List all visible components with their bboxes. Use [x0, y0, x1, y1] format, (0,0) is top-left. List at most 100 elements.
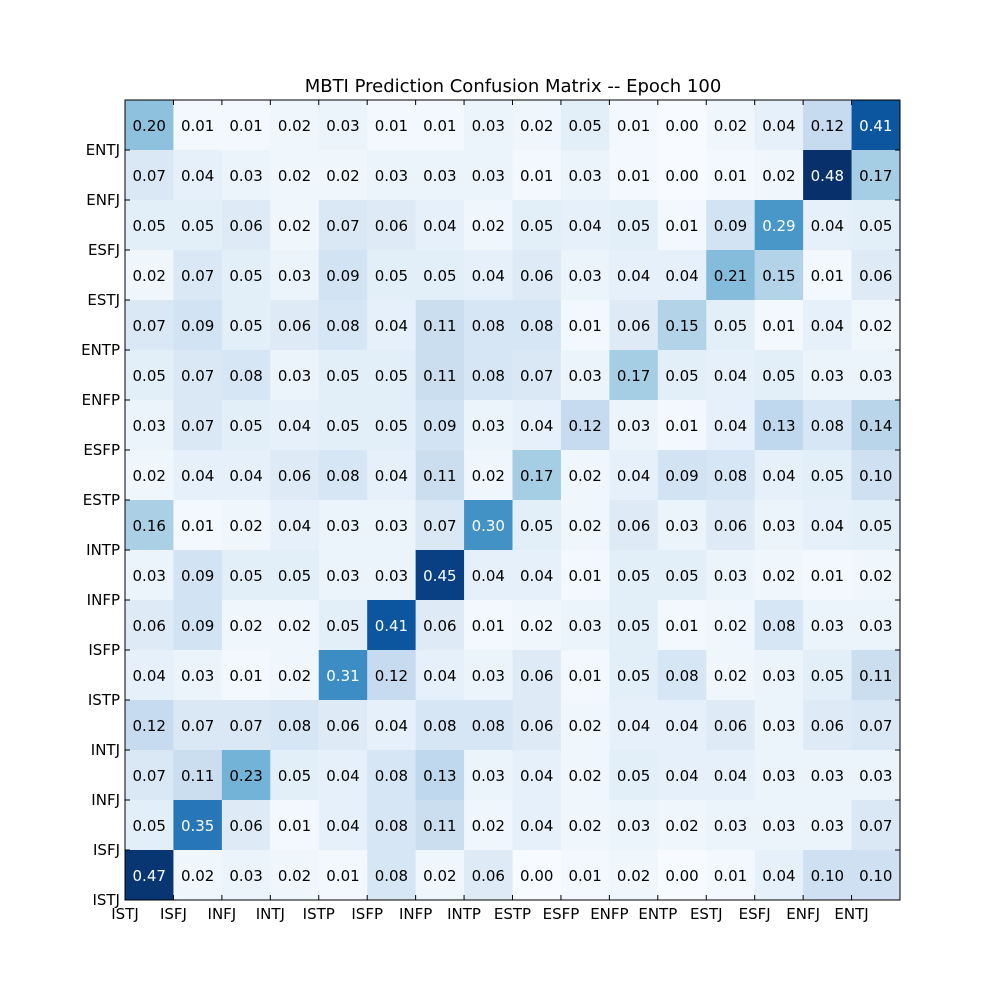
- cell-value-label: 0.09: [326, 267, 359, 285]
- heatmap-cell: [464, 600, 513, 651]
- cell-value-label: 0.05: [762, 367, 795, 385]
- heatmap-cell: [851, 800, 901, 851]
- heatmap-cell: [560, 550, 610, 601]
- heatmap-cell: [270, 450, 320, 501]
- x-tick-label: ISTP: [303, 905, 335, 923]
- cell-value-label: 0.08: [472, 367, 505, 385]
- heatmap-cell: [754, 750, 804, 801]
- cell-value-label: 0.04: [278, 517, 311, 535]
- cell-value-label: 0.04: [133, 667, 166, 685]
- cell-value-label: 0.03: [859, 367, 892, 385]
- heatmap-cell: [221, 250, 271, 301]
- heatmap-cell: [415, 250, 465, 301]
- heatmap-cell: [464, 850, 513, 901]
- cell-value-label: 0.04: [520, 417, 553, 435]
- cell-value-label: 0.03: [326, 117, 359, 135]
- cell-value-label: 0.03: [617, 417, 650, 435]
- heatmap-cell: [803, 650, 853, 701]
- heatmap-cell: [706, 350, 756, 401]
- heatmap-cell: [173, 400, 223, 451]
- cell-value-label: 0.11: [181, 767, 214, 785]
- cell-value-label: 0.45: [423, 567, 456, 585]
- heatmap-cell: [657, 500, 707, 551]
- cell-value-label: 0.08: [811, 417, 844, 435]
- cell-value-label: 0.03: [375, 517, 408, 535]
- cell-value-label: 0.13: [762, 417, 795, 435]
- cell-value-label: 0.02: [568, 767, 601, 785]
- heatmap-cell: [706, 300, 756, 351]
- cell-value-label: 0.01: [278, 817, 311, 835]
- heatmap-cell: [851, 200, 901, 251]
- cell-value-label: 0.02: [520, 617, 553, 635]
- cell-value-label: 0.05: [617, 617, 650, 635]
- cell-value-label: 0.35: [181, 817, 214, 835]
- cell-value-label: 0.04: [714, 417, 747, 435]
- cell-value-label: 0.04: [326, 767, 359, 785]
- heatmap-cell: [318, 850, 368, 901]
- heatmap-cell: [512, 700, 562, 751]
- heatmap-cell: [270, 250, 320, 301]
- heatmap-cell: [221, 700, 271, 751]
- cell-value-label: 0.48: [811, 167, 844, 185]
- heatmap-cell: [560, 200, 610, 251]
- cell-value-label: 0.01: [229, 117, 262, 135]
- x-tick-label: ESFJ: [739, 905, 771, 923]
- heatmap-cell: [415, 800, 465, 851]
- heatmap-cell: [803, 600, 853, 651]
- cell-value-label: 0.05: [617, 217, 650, 235]
- heatmap-cell: [464, 350, 513, 401]
- heatmap-cell: [415, 350, 465, 401]
- heatmap-cell: [173, 150, 223, 201]
- heatmap-cell: [657, 100, 707, 151]
- heatmap-cell: [221, 800, 271, 851]
- heatmap-cell: [657, 550, 707, 601]
- heatmap-cell: [125, 450, 174, 501]
- heatmap-cell: [706, 750, 756, 801]
- cell-value-label: 0.05: [859, 517, 892, 535]
- cell-value-label: 0.07: [133, 767, 166, 785]
- heatmap-cell: [706, 650, 756, 701]
- cell-value-label: 0.06: [714, 717, 747, 735]
- heatmap-cell: [754, 450, 804, 501]
- heatmap-cell: [657, 600, 707, 651]
- cell-value-label: 0.01: [375, 117, 408, 135]
- cell-value-label: 0.05: [229, 417, 262, 435]
- heatmap-cell: [221, 500, 271, 551]
- heatmap-cell: [221, 850, 271, 901]
- heatmap-cell: [318, 600, 368, 651]
- cell-value-label: 0.01: [811, 267, 844, 285]
- cell-value-label: 0.05: [811, 667, 844, 685]
- cell-value-label: 0.05: [229, 567, 262, 585]
- heatmap-cell: [221, 400, 271, 451]
- heatmap-cell: [270, 800, 320, 851]
- cell-value-label: 0.05: [278, 767, 311, 785]
- cell-value-label: 0.12: [568, 417, 601, 435]
- heatmap-cell: [464, 500, 513, 551]
- heatmap-cell: [367, 750, 417, 801]
- heatmap-cell: [318, 150, 368, 201]
- heatmap-cell: [512, 250, 562, 301]
- cell-value-label: 0.03: [762, 717, 795, 735]
- x-tick-label: ENFP: [590, 905, 628, 923]
- cell-value-label: 0.01: [520, 167, 553, 185]
- heatmap-cell: [609, 150, 659, 201]
- x-tick-label: ESTJ: [690, 905, 723, 923]
- heatmap-cell: [367, 600, 417, 651]
- cell-value-label: 0.03: [811, 817, 844, 835]
- heatmap-cell: [657, 300, 707, 351]
- heatmap-cell: [173, 500, 223, 551]
- heatmap-cell: [221, 600, 271, 651]
- heatmap-cell: [415, 100, 465, 151]
- heatmap-cell: [464, 450, 513, 501]
- cell-value-label: 0.07: [229, 717, 262, 735]
- heatmap-cell: [609, 600, 659, 651]
- heatmap-cell: [706, 500, 756, 551]
- cell-value-label: 0.01: [811, 567, 844, 585]
- cell-value-label: 0.02: [181, 867, 214, 885]
- cell-value-label: 0.12: [811, 117, 844, 135]
- heatmap-cell: [851, 700, 901, 751]
- heatmap-cell: [125, 800, 174, 851]
- heatmap-cell: [270, 100, 320, 151]
- cell-value-label: 0.06: [811, 717, 844, 735]
- heatmap-cell: [367, 200, 417, 251]
